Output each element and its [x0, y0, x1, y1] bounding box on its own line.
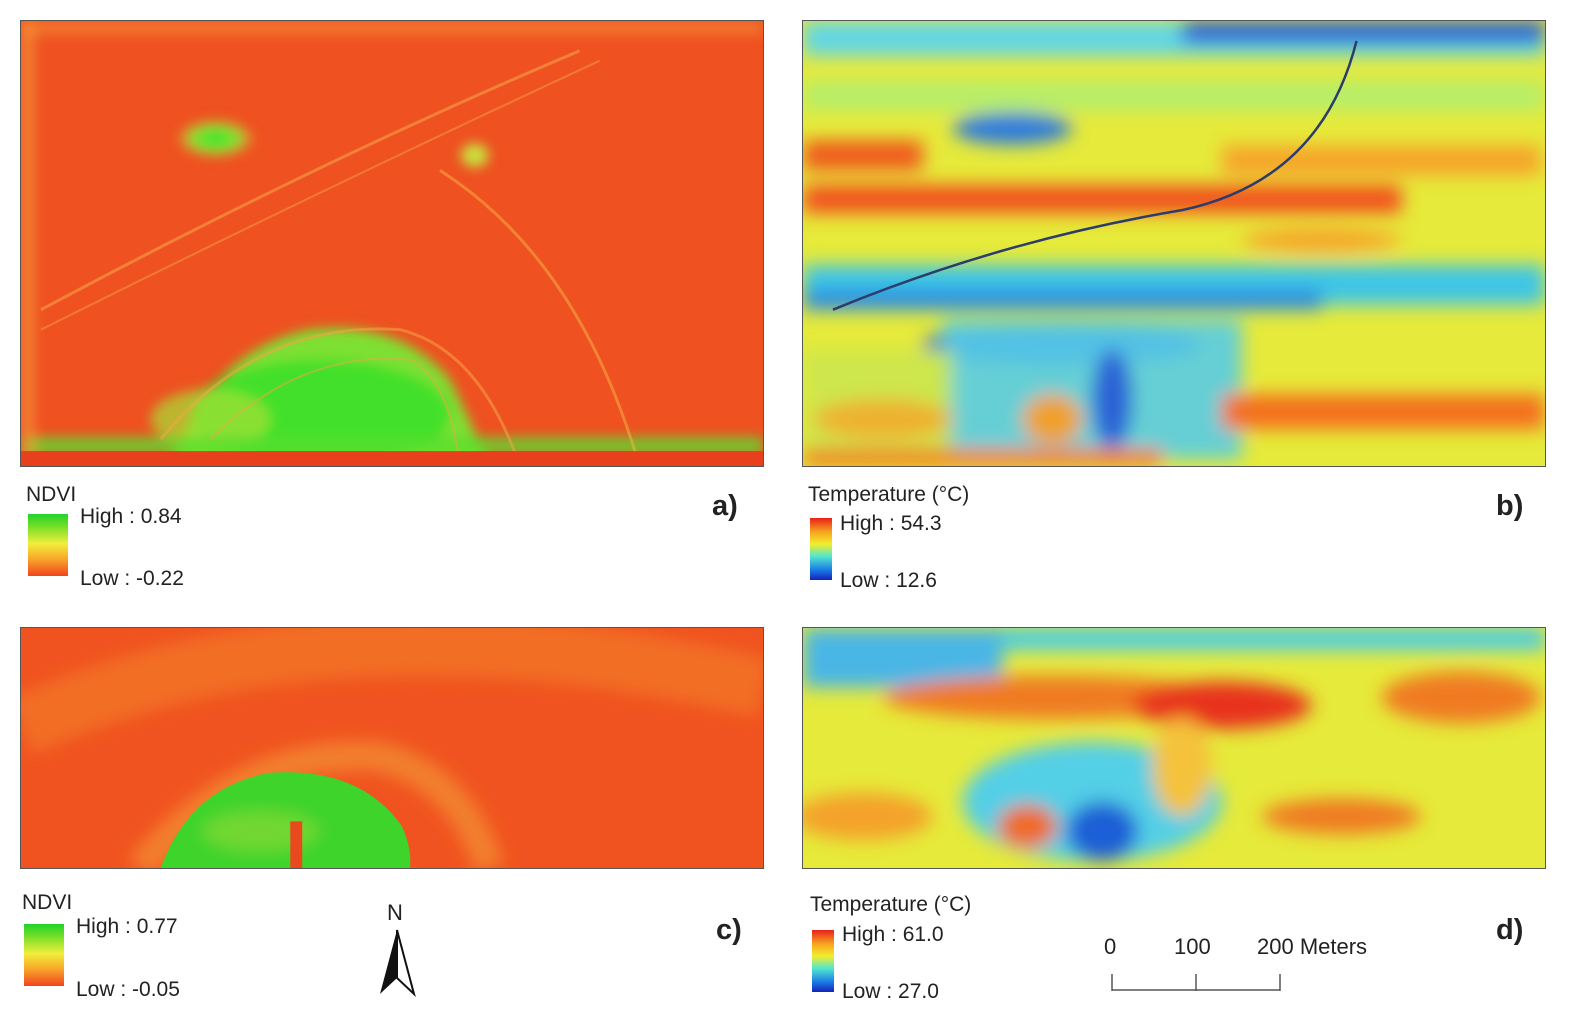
ndvi-map-a — [21, 21, 763, 466]
legend-high-b: High : 54.3 — [840, 512, 942, 535]
ndvi-color-ramp-a — [28, 514, 68, 576]
legend-low-d: Low : 27.0 — [842, 980, 939, 1003]
panel-label-d: d) — [1496, 914, 1524, 946]
temperature-map-d — [803, 628, 1545, 868]
legend-title-c: NDVI — [22, 891, 73, 914]
legend-title-a: NDVI — [26, 483, 77, 506]
legend-high-a: High : 0.84 — [80, 505, 182, 528]
scale-tick-100: 100 — [1174, 934, 1211, 959]
map-panel-d — [802, 627, 1546, 869]
north-letter: N — [387, 900, 403, 925]
legend-low-c: Low : -0.05 — [76, 978, 180, 1001]
temperature-color-ramp-d — [812, 930, 834, 992]
legend-high-d: High : 61.0 — [842, 923, 944, 946]
ndvi-color-ramp-c — [24, 924, 64, 986]
temperature-map-b — [803, 21, 1545, 466]
legend-title-d: Temperature (°C) — [810, 893, 972, 916]
scale-bar: 0 100 200 Meters — [1100, 934, 1400, 994]
map-panel-b — [802, 20, 1546, 467]
north-arrow: N — [374, 900, 420, 1000]
panel-label-a: a) — [712, 490, 738, 522]
north-arrow-icon — [380, 929, 416, 998]
panel-label-b: b) — [1496, 490, 1524, 522]
legend-title-b: Temperature (°C) — [808, 483, 970, 506]
panel-label-c: c) — [716, 914, 742, 946]
temperature-color-ramp-b — [810, 518, 832, 580]
legend-low-b: Low : 12.6 — [840, 569, 937, 592]
scale-tick-0: 0 — [1104, 934, 1117, 959]
map-panel-a — [20, 20, 764, 467]
scale-bar-line — [1111, 974, 1281, 991]
ndvi-map-c — [21, 628, 763, 868]
scale-tick-200: 200 Meters — [1257, 934, 1368, 959]
legend-high-c: High : 0.77 — [76, 915, 178, 938]
map-panel-c — [20, 627, 764, 869]
legend-low-a: Low : -0.22 — [80, 567, 184, 590]
